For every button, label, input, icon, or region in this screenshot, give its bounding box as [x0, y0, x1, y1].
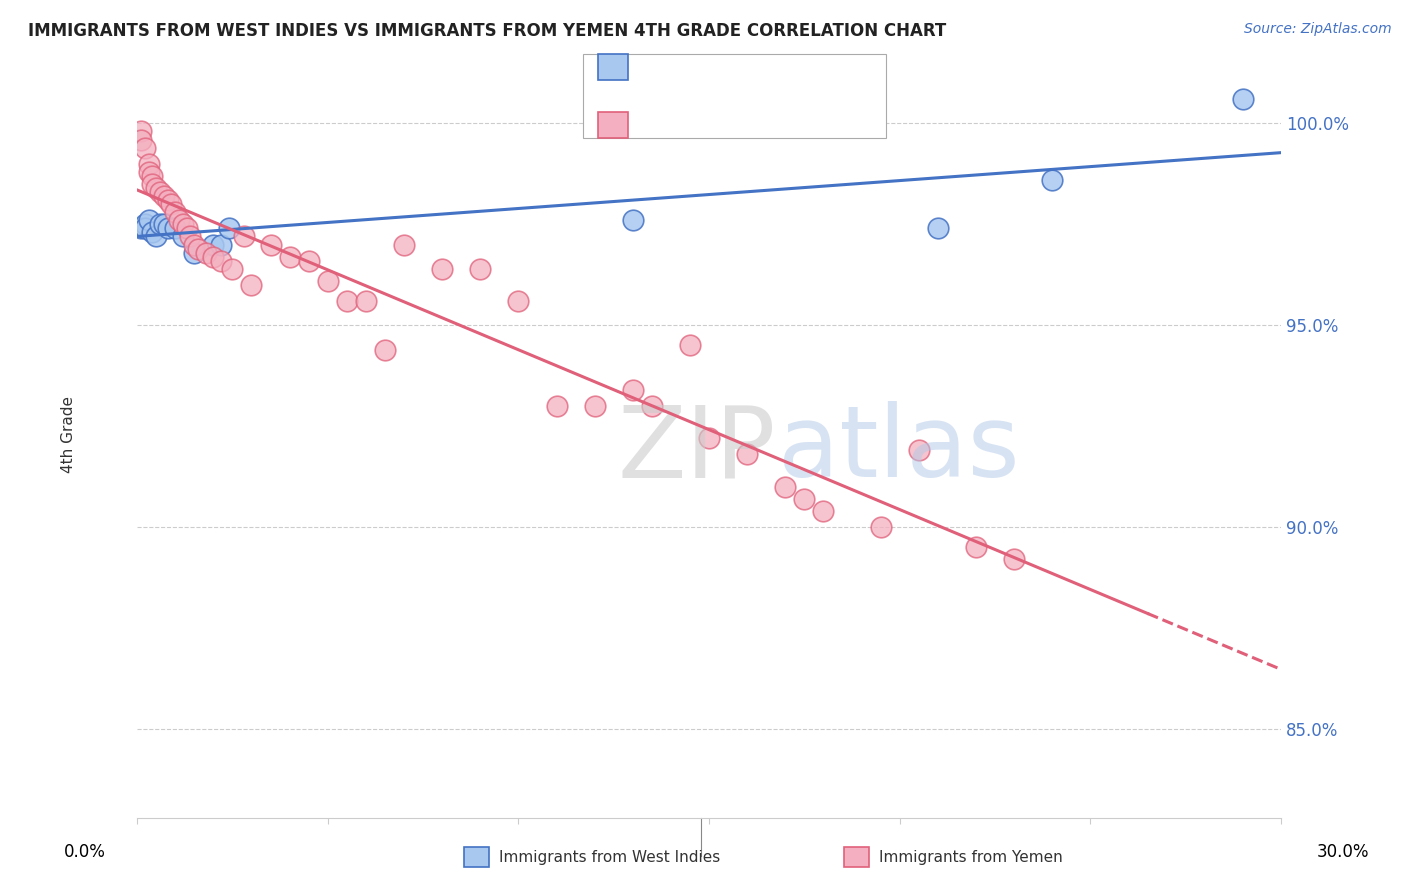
Text: 50: 50	[776, 118, 797, 132]
Point	[134, 217, 156, 231]
Text: Source: ZipAtlas.com: Source: ZipAtlas.com	[1244, 22, 1392, 37]
Point	[336, 293, 359, 308]
Text: IMMIGRANTS FROM WEST INDIES VS IMMIGRANTS FROM YEMEN 4TH GRADE CORRELATION CHART: IMMIGRANTS FROM WEST INDIES VS IMMIGRANT…	[28, 22, 946, 40]
Point	[546, 399, 568, 413]
Point	[176, 221, 198, 235]
Point	[194, 245, 217, 260]
Point	[187, 242, 209, 256]
Point	[508, 293, 530, 308]
Text: 19: 19	[776, 60, 803, 74]
Point	[430, 261, 453, 276]
Point	[679, 338, 702, 352]
Point	[470, 261, 492, 276]
Point	[141, 226, 163, 240]
Point	[138, 165, 160, 179]
Point	[735, 448, 758, 462]
Text: Immigrants from West Indies: Immigrants from West Indies	[499, 850, 720, 864]
Point	[775, 480, 797, 494]
Point	[138, 213, 160, 227]
Point	[697, 431, 720, 445]
Point	[1002, 552, 1025, 566]
Point	[232, 229, 254, 244]
Point	[172, 229, 194, 244]
Point	[172, 217, 194, 231]
Point	[202, 237, 225, 252]
Point	[156, 221, 179, 235]
Text: 4th Grade: 4th Grade	[60, 396, 76, 473]
Point	[240, 277, 263, 292]
Point	[793, 491, 815, 506]
Point	[298, 253, 321, 268]
Point	[621, 213, 644, 227]
Point	[374, 343, 396, 357]
Point	[145, 229, 167, 244]
Point	[152, 217, 174, 231]
Point	[152, 189, 174, 203]
Text: Immigrants from Yemen: Immigrants from Yemen	[879, 850, 1063, 864]
Point	[165, 205, 187, 219]
Point	[278, 250, 301, 264]
Point	[129, 124, 152, 138]
Text: atlas: atlas	[778, 401, 1019, 498]
Point	[813, 504, 835, 518]
Point	[316, 274, 339, 288]
Point	[134, 221, 156, 235]
Point	[965, 541, 987, 555]
Point	[641, 399, 664, 413]
Point	[134, 140, 156, 154]
Point	[138, 157, 160, 171]
Text: -0.376: -0.376	[671, 118, 725, 132]
Text: N =: N =	[728, 60, 772, 74]
Point	[907, 443, 929, 458]
Point	[129, 132, 152, 146]
Point	[259, 237, 281, 252]
Point	[141, 177, 163, 191]
Text: 30.0%: 30.0%	[1316, 843, 1369, 861]
Point	[209, 237, 232, 252]
Point	[183, 237, 205, 252]
Point	[156, 193, 179, 207]
Point	[1232, 92, 1254, 106]
Point	[149, 217, 172, 231]
Point	[221, 261, 243, 276]
Point	[1040, 173, 1063, 187]
Text: R =: R =	[640, 60, 673, 74]
Point	[218, 221, 240, 235]
Point	[160, 197, 183, 211]
Point	[129, 221, 152, 235]
Text: N =: N =	[728, 118, 772, 132]
Point	[927, 221, 949, 235]
Point	[209, 253, 232, 268]
Point	[167, 213, 190, 227]
Point	[141, 169, 163, 183]
Point	[179, 229, 201, 244]
Text: ZIP: ZIP	[617, 401, 776, 498]
Text: R =: R =	[640, 118, 673, 132]
Point	[165, 221, 187, 235]
Point	[354, 293, 377, 308]
Point	[621, 383, 644, 397]
Text: 0.0%: 0.0%	[63, 843, 105, 861]
Point	[392, 237, 415, 252]
Point	[202, 250, 225, 264]
Point	[869, 520, 891, 534]
Point	[583, 399, 606, 413]
Point	[145, 181, 167, 195]
Point	[149, 185, 172, 199]
Text: 0.482: 0.482	[671, 60, 724, 74]
Point	[183, 245, 205, 260]
